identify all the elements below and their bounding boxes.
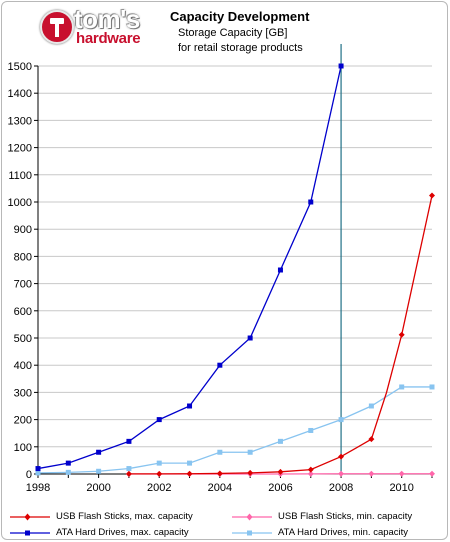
data-point	[217, 362, 223, 368]
data-point	[399, 384, 405, 390]
y-tick-label: 0	[26, 469, 32, 481]
legend-swatch	[232, 530, 272, 536]
legend-label: USB Flash Sticks, max. capacity	[56, 511, 193, 522]
y-tick-label: 1500	[8, 61, 32, 73]
chart-title: Capacity Development	[170, 9, 310, 24]
data-point	[277, 267, 283, 273]
series-line	[37, 386, 432, 474]
data-point	[429, 470, 435, 477]
data-point	[35, 466, 41, 472]
y-tick-label: 200	[14, 415, 32, 427]
data-point	[217, 449, 223, 455]
data-point	[186, 470, 193, 477]
data-point	[307, 466, 314, 473]
legend-label: USB Flash Sticks, min. capacity	[278, 511, 413, 522]
capacity-line-chart: 0 100 200 300 400 500 600 700 800 900 1000 1100 1200…	[8, 44, 435, 494]
legend-swatch	[232, 513, 272, 521]
data-point	[338, 63, 344, 69]
y-tick-label: 1200	[8, 143, 32, 155]
data-point	[156, 417, 162, 423]
data-point	[398, 331, 405, 338]
legend-swatch	[10, 513, 50, 521]
data-point	[398, 470, 405, 477]
legend-label: ATA Hard Drives, min. capacity	[278, 527, 409, 538]
data-point	[125, 470, 132, 477]
data-point	[429, 192, 435, 199]
data-point	[126, 466, 132, 472]
y-tick-label: 400	[14, 360, 32, 372]
data-point	[96, 449, 102, 455]
data-point	[65, 460, 71, 466]
data-point	[368, 403, 374, 409]
x-tick-label: 2008	[329, 482, 353, 494]
data-point	[126, 438, 132, 444]
y-tick-label: 1300	[8, 115, 32, 127]
x-tick-label: 1998	[26, 482, 50, 494]
data-point	[187, 460, 193, 466]
data-point	[368, 470, 375, 477]
y-tick-label: 500	[14, 333, 32, 345]
chart-legend: USB Flash Sticks, max. capacity USB Flash…	[0, 505, 450, 541]
data-point	[247, 335, 253, 341]
data-point	[35, 470, 41, 476]
hammer-icon	[40, 10, 74, 44]
legend-swatch	[10, 530, 50, 536]
data-point	[277, 468, 284, 475]
x-tick-label: 2000	[86, 482, 110, 494]
data-point	[338, 453, 345, 460]
x-tick-label: 2006	[268, 482, 292, 494]
data-point	[65, 469, 71, 475]
data-point	[187, 403, 193, 409]
data-point	[429, 384, 435, 390]
data-point	[308, 199, 314, 205]
y-tick-label: 1000	[8, 197, 32, 209]
y-tick-label: 600	[14, 306, 32, 318]
legend-label: ATA Hard Drives, max. capacity	[56, 527, 189, 538]
data-point	[277, 438, 283, 444]
chart-subtitle-units: Storage Capacity [GB]	[178, 27, 288, 39]
y-tick-label: 900	[14, 224, 32, 236]
chart-subtitle-scope: for retail storage products	[178, 42, 303, 54]
data-point	[247, 469, 254, 476]
x-tick-label: 2010	[389, 482, 413, 494]
logo-word-hardware: hardware	[76, 30, 141, 47]
data-point	[338, 417, 344, 423]
data-point	[156, 460, 162, 466]
y-tick-label: 1100	[8, 170, 32, 182]
y-tick-label: 300	[14, 387, 32, 399]
y-tick-label: 1400	[8, 88, 32, 100]
x-tick-label: 2004	[208, 482, 232, 494]
data-point	[216, 470, 223, 477]
y-tick-label: 800	[14, 251, 32, 263]
data-point	[96, 468, 102, 474]
data-point	[338, 470, 345, 477]
data-point	[156, 470, 163, 477]
y-tick-label: 700	[14, 279, 32, 291]
data-point	[368, 436, 375, 443]
logo-word-toms: tom's	[74, 4, 140, 34]
data-point	[247, 449, 253, 455]
series-line	[128, 195, 433, 475]
data-point	[308, 427, 314, 433]
x-tick-label: 2002	[147, 482, 171, 494]
toms-hardware-logo: tom's hardware	[34, 4, 144, 48]
data-point	[307, 470, 314, 477]
y-tick-label: 100	[14, 442, 32, 454]
